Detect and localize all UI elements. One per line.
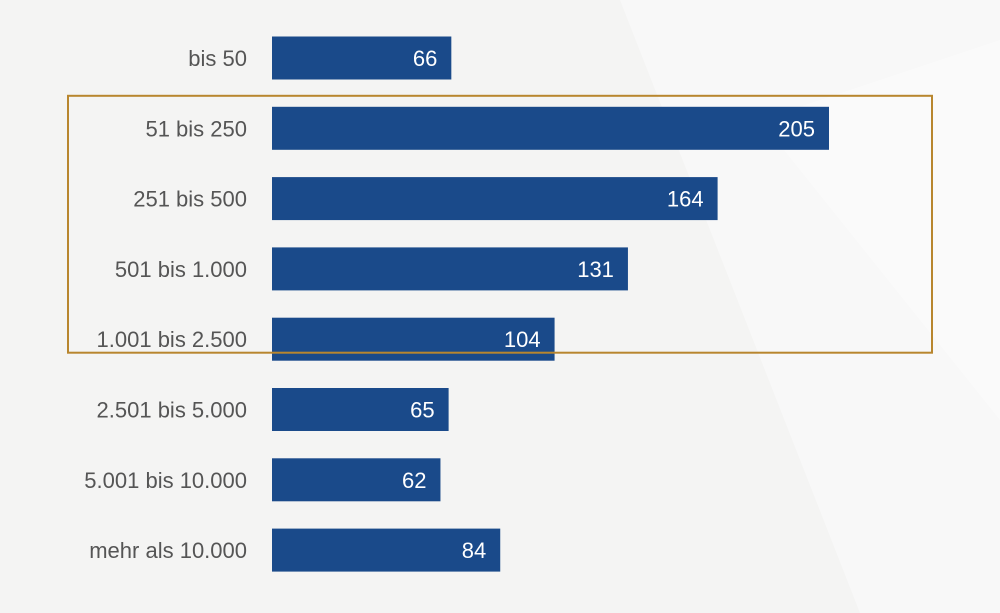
value-label: 65 bbox=[410, 398, 434, 423]
bar bbox=[272, 388, 449, 431]
bar bbox=[272, 528, 501, 572]
value-label: 84 bbox=[462, 538, 486, 563]
bar-row: 5.001 bis 10.000 62 bbox=[84, 458, 441, 502]
highlight-box bbox=[67, 94, 933, 354]
bar bbox=[272, 177, 718, 221]
bar-row: bis 50 66 bbox=[188, 36, 452, 80]
value-label: 205 bbox=[778, 116, 815, 141]
category-label: 1.001 bis 2.500 bbox=[97, 327, 247, 352]
bar-row: 501 bis 1.000 131 bbox=[115, 247, 628, 291]
bar-row: mehr als 10.000 84 bbox=[89, 528, 501, 572]
value-label: 66 bbox=[413, 46, 437, 71]
bars-layer: bis 50 66 51 bis 250 205 251 bis 500 164 501 b… bbox=[84, 36, 829, 572]
bar-row: 251 bis 500 164 bbox=[133, 177, 718, 221]
category-label: 501 bis 1.000 bbox=[115, 257, 247, 282]
bar-row: 1.001 bis 2.500 104 bbox=[97, 317, 555, 361]
value-label: 62 bbox=[402, 468, 426, 493]
bar bbox=[272, 36, 452, 80]
category-label: 51 bis 250 bbox=[145, 116, 247, 141]
category-label: 251 bis 500 bbox=[133, 187, 247, 212]
category-label: mehr als 10.000 bbox=[89, 538, 247, 563]
category-label: 5.001 bis 10.000 bbox=[84, 468, 247, 493]
bar bbox=[272, 458, 441, 502]
category-label: bis 50 bbox=[188, 46, 247, 71]
category-label: 2.501 bis 5.000 bbox=[97, 398, 247, 423]
value-label: 131 bbox=[577, 257, 614, 282]
bar-row: 2.501 bis 5.000 65 bbox=[97, 388, 449, 431]
bar-row: 51 bis 250 205 bbox=[145, 106, 829, 150]
bar bbox=[272, 247, 628, 291]
value-label: 104 bbox=[504, 327, 541, 352]
value-label: 164 bbox=[667, 187, 704, 212]
bar bbox=[272, 106, 829, 150]
